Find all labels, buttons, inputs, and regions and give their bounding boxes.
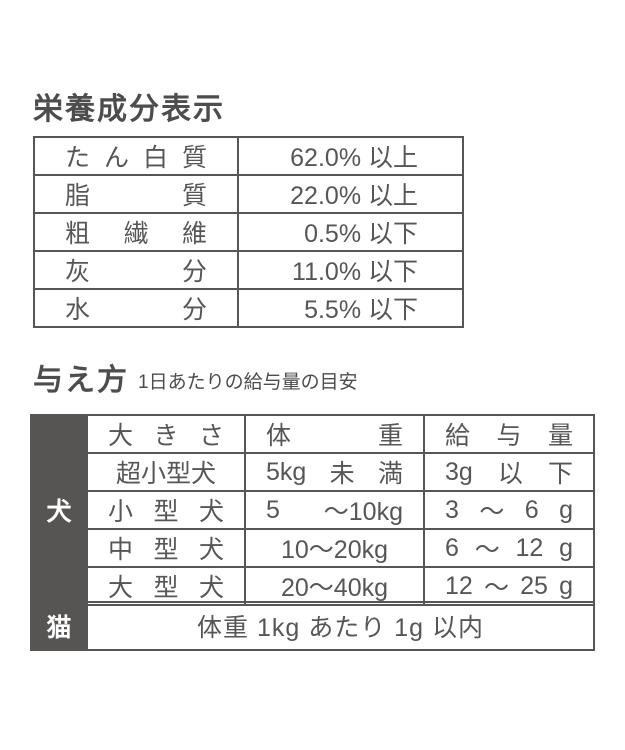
nutrition-row-fat: 脂質 22.0% 以上: [33, 174, 464, 214]
nutrition-label-fiber: 粗繊維: [65, 220, 207, 248]
dog-amount-toy: 3g 以下: [445, 457, 573, 489]
dog-size-cell: 大型犬: [86, 566, 246, 606]
nutrition-row-protein: たん白質 62.0% 以上: [33, 136, 464, 176]
column-header-size: 大きさ: [86, 414, 246, 454]
dog-weight-large: 20～40kg: [280, 574, 389, 602]
nutrition-label-cell: 水分: [33, 288, 239, 328]
nutrition-label-fat: 脂質: [65, 182, 207, 210]
nutrition-section-title: 栄養成分表示: [33, 93, 225, 126]
dog-amount-large: 12 ～ 25 g: [445, 571, 573, 603]
nutrition-row-ash: 灰分 11.0% 以下: [33, 250, 464, 290]
cat-feeding-note: 体重 1kg あたり 1g 以内: [86, 601, 595, 651]
dog-row-small: 小型犬 5 ～10kg 3 ～ 6 g: [31, 490, 595, 530]
feeding-section-title: 与え方: [33, 364, 129, 397]
column-header-weight: 体重: [244, 414, 425, 454]
dog-weight-toy: 5kg 未満: [266, 457, 403, 489]
feeding-section-header: 与え方 1日あたりの給与量の目安: [33, 364, 358, 397]
dog-weight-medium: 10～20kg: [280, 536, 389, 564]
dog-amount-cell: 3 ～ 6 g: [423, 490, 595, 530]
dog-weight-cell: 5 ～10kg: [244, 490, 425, 530]
feeding-header-row: 犬 大きさ 体重 給与量: [30, 414, 595, 606]
dog-category-label: 犬: [46, 498, 72, 526]
nutrition-value-fat: 22.0% 以上: [237, 174, 464, 214]
nutrition-value-ash: 11.0% 以下: [237, 250, 464, 290]
dog-category-cell: 犬: [30, 414, 88, 606]
nutrition-row-fiber: 粗繊維 0.5% 以下: [33, 212, 464, 252]
column-header-amount: 給与量: [423, 414, 595, 454]
column-header-size-text: 大きさ: [108, 422, 224, 450]
nutrition-label-cell: 脂質: [33, 174, 239, 214]
dog-amount-cell: 12 ～ 25 g: [423, 566, 595, 606]
dog-row-toy: 超小型犬 5kg 未満 3g 以下: [31, 452, 595, 492]
nutrition-label-cell: 灰分: [33, 250, 239, 290]
cat-row: 猫 体重 1kg あたり 1g 以内: [30, 601, 595, 651]
dog-row-large: 大型犬 20～40kg 12 ～ 25 g: [31, 566, 595, 606]
dog-size-cell: 超小型犬: [86, 452, 246, 492]
cat-category-cell: 猫: [30, 601, 88, 651]
dog-row-medium: 中型犬 10～20kg 6 ～ 12 g: [31, 528, 595, 568]
nutrition-value-fiber: 0.5% 以下: [237, 212, 464, 252]
column-header-weight-text: 体重: [266, 422, 403, 450]
dog-weight-cell: 5kg 未満: [244, 452, 425, 492]
dog-size-large: 大型犬: [108, 574, 224, 602]
dog-amount-cell: 6 ～ 12 g: [423, 528, 595, 568]
nutrition-label-ash: 灰分: [65, 258, 207, 286]
dog-amount-cell: 3g 以下: [423, 452, 595, 492]
nutrition-row-moisture: 水分 5.5% 以下: [33, 288, 464, 328]
nutrition-value-protein: 62.0% 以上: [237, 136, 464, 176]
dog-weight-small: 5 ～10kg: [266, 495, 403, 527]
feeding-table-dog: 犬 大きさ 体重 給与量 超小型犬 5kg 未満 3g 以下 小型犬 5 ～10kg …: [30, 414, 595, 606]
nutrition-label-cell: たん白質: [33, 136, 239, 176]
dog-weight-cell: 20～40kg: [244, 566, 425, 606]
dog-amount-small: 3 ～ 6 g: [445, 495, 573, 527]
nutrition-value-moisture: 5.5% 以下: [237, 288, 464, 328]
cat-category-label: 猫: [46, 614, 72, 642]
dog-size-cell: 小型犬: [86, 490, 246, 530]
feeding-section-subtitle: 1日あたりの給与量の目安: [138, 372, 358, 393]
dog-size-small: 小型犬: [108, 498, 224, 526]
nutrition-label-cell: 粗繊維: [33, 212, 239, 252]
column-header-amount-text: 給与量: [445, 422, 573, 450]
dog-size-cell: 中型犬: [86, 528, 246, 568]
nutrition-table: たん白質 62.0% 以上 脂質 22.0% 以上 粗繊維 0.5% 以下 灰分…: [33, 136, 464, 328]
dog-size-toy: 超小型犬: [115, 460, 216, 488]
nutrition-label-moisture: 水分: [65, 296, 207, 324]
nutrition-label-protein: たん白質: [65, 144, 207, 172]
feeding-table-cat: 猫 体重 1kg あたり 1g 以内: [30, 601, 595, 651]
dog-amount-medium: 6 ～ 12 g: [445, 533, 573, 565]
dog-size-medium: 中型犬: [108, 536, 224, 564]
dog-weight-cell: 10～20kg: [244, 528, 425, 568]
